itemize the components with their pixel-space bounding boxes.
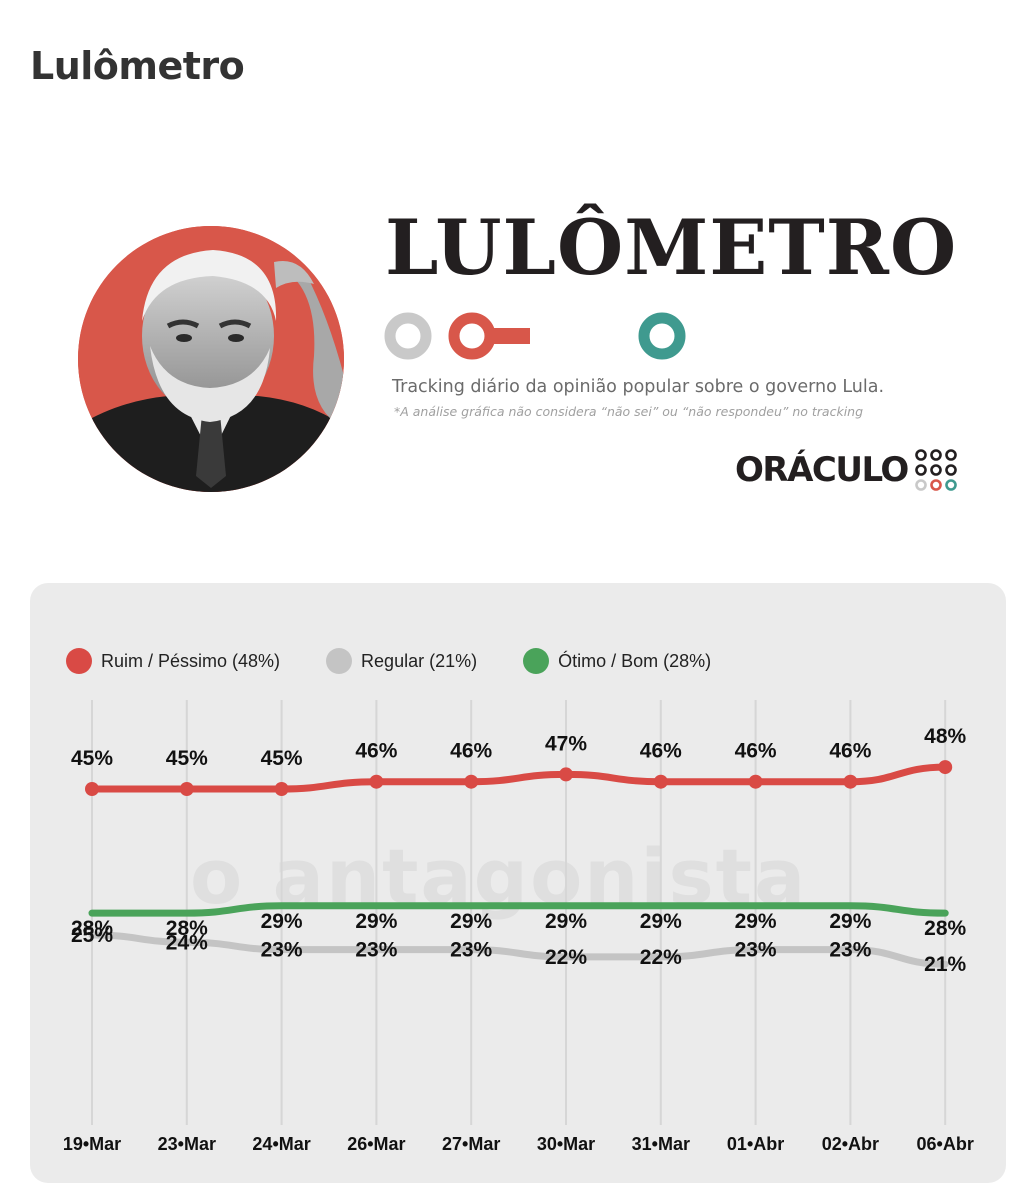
series-line	[88, 902, 949, 917]
data-label: 29%	[640, 910, 682, 933]
x-tick-label: 02•Abr	[822, 1134, 879, 1154]
chart-legend: Ruim / Péssimo (48%) Regular (21%) Ótimo…	[66, 648, 757, 674]
tagline: Tracking diário da opinião popular sobre…	[392, 377, 885, 397]
data-label: 29%	[735, 910, 777, 933]
chart-card	[30, 583, 1006, 1183]
data-point	[938, 760, 953, 775]
data-point	[85, 782, 99, 796]
data-label: 28%	[71, 917, 113, 940]
legend-item-ruim-pessimo: Ruim / Péssimo (48%)	[66, 648, 280, 674]
x-tick-label: 06•Abr	[917, 1134, 974, 1154]
data-label: 29%	[450, 910, 492, 933]
legend-label: Ótimo / Bom (28%)	[558, 650, 712, 671]
legend-label: Ruim / Péssimo (48%)	[101, 650, 281, 671]
data-point	[179, 782, 194, 796]
meter-graphic	[384, 308, 694, 369]
data-label: 23%	[735, 939, 777, 962]
data-point	[274, 782, 289, 796]
legend-swatch-green	[523, 648, 550, 674]
data-label: 48%	[924, 725, 966, 748]
portrait-image	[78, 226, 344, 492]
footnote: *A análise gráfica não considera “não se…	[394, 404, 864, 419]
series-line	[88, 931, 949, 968]
data-label: 29%	[261, 910, 303, 933]
data-label: 23%	[261, 939, 303, 962]
x-tick-label: 30•Mar	[537, 1134, 595, 1154]
x-tick-label: 24•Mar	[252, 1134, 310, 1154]
data-point	[464, 774, 479, 789]
data-label: 23%	[355, 939, 397, 962]
data-label: 29%	[545, 910, 587, 933]
data-point	[369, 774, 384, 789]
data-label: 25%	[71, 924, 113, 947]
data-label: 21%	[924, 953, 966, 976]
data-point	[748, 774, 763, 789]
x-tick-label: 19•Mar	[63, 1134, 121, 1154]
x-tick-label: 31•Mar	[632, 1134, 690, 1154]
x-tick-label: 27•Mar	[442, 1134, 500, 1154]
data-label: 22%	[640, 946, 682, 969]
legend-swatch-gray	[326, 648, 353, 674]
data-label: 46%	[450, 740, 492, 763]
data-label: 29%	[355, 910, 397, 933]
x-tick-label: 23•Mar	[158, 1134, 216, 1154]
data-label: 28%	[166, 917, 208, 940]
data-label: 24%	[166, 931, 208, 954]
logo-text: ORÁCULO	[735, 450, 909, 490]
data-label: 29%	[829, 910, 871, 933]
data-label: 45%	[166, 747, 208, 770]
series-line	[88, 763, 949, 793]
legend-item-otimo-bom: Ótimo / Bom (28%)	[523, 648, 711, 674]
x-tick-label: 26•Mar	[347, 1134, 405, 1154]
data-label: 46%	[735, 740, 777, 763]
logo-dots-icon	[915, 449, 957, 491]
data-label: 46%	[829, 740, 871, 763]
data-label: 46%	[640, 740, 682, 763]
legend-swatch-red	[66, 648, 92, 674]
legend-label: Regular (21%)	[361, 650, 478, 671]
x-tick-label: 01•Abr	[727, 1134, 784, 1154]
data-point	[653, 774, 668, 789]
data-label: 22%	[545, 946, 587, 969]
data-label: 23%	[450, 939, 492, 962]
data-point	[559, 767, 573, 782]
data-label: 28%	[924, 917, 966, 940]
data-label: 45%	[71, 747, 113, 770]
data-label: 45%	[261, 747, 303, 770]
legend-item-regular: Regular (21%)	[326, 648, 477, 674]
data-label: 47%	[545, 732, 587, 755]
brand-title: LULÔMETRO	[385, 203, 958, 292]
data-point	[843, 774, 858, 789]
page-title: Lulômetro	[30, 44, 245, 88]
oraculo-logo: ORÁCULO	[735, 448, 958, 492]
data-label: 46%	[355, 740, 397, 763]
data-label: 23%	[829, 939, 871, 962]
